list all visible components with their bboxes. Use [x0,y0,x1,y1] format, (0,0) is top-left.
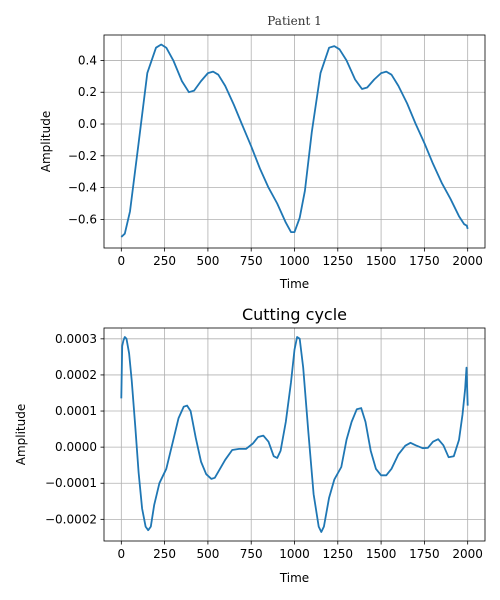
chart-title: Cutting cycle [242,305,347,324]
y-axis-label: Amplitude [14,404,28,466]
x-tick-label: 1750 [409,254,440,268]
chart-patient-1: 0 250 500 750 1000 1250 1500 1750 2000 −0.6 −0.4 −0… [39,14,486,291]
ticks: 0 250 500 750 1000 1250 1500 1750 2000 −0.0002 −0.… [45,332,483,561]
y-tick-label: −0.0002 [45,512,97,526]
x-tick-label: 750 [240,547,263,561]
series [120,336,469,533]
x-tick-label: 750 [240,254,263,268]
y-tick-label: 0.0000 [55,440,97,454]
x-tick-label: 1750 [409,547,440,561]
x-tick-label: 250 [153,254,176,268]
x-axis-label: Time [279,277,309,291]
y-tick-label: 0.4 [78,53,97,67]
y-axis-label: Amplitude [39,111,53,173]
x-tick-label: 1250 [323,547,354,561]
y-tick-label: −0.0001 [45,476,97,490]
x-tick-label: 2000 [452,547,483,561]
x-tick-label: 500 [196,547,219,561]
x-tick-label: 1000 [279,254,310,268]
y-tick-label: −0.6 [68,212,97,226]
x-tick-label: 0 [117,547,125,561]
x-tick-label: 1000 [279,547,310,561]
grid [104,35,485,248]
y-tick-label: 0.0001 [55,404,97,418]
y-tick-label: −0.2 [68,149,97,163]
x-tick-label: 0 [117,254,125,268]
series-line [120,43,469,238]
y-tick-label: −0.4 [68,181,97,195]
ticks: 0 250 500 750 1000 1250 1500 1750 2000 −0.6 −0.4 −0… [68,53,483,268]
x-tick-label: 1500 [366,547,397,561]
x-tick-label: 2000 [452,254,483,268]
series [120,43,469,238]
chart-title: Patient 1 [267,14,321,28]
x-tick-label: 1250 [323,254,354,268]
y-tick-label: 0.0002 [55,368,97,382]
x-tick-label: 500 [196,254,219,268]
x-tick-label: 1500 [366,254,397,268]
series-line [120,336,469,533]
x-tick-label: 250 [153,547,176,561]
y-tick-label: 0.0003 [55,332,97,346]
y-tick-label: 0.2 [78,85,97,99]
chart-cutting-cycle: 0 250 500 750 1000 1250 1500 1750 2000 −0.0002 −0.… [14,305,486,585]
y-tick-label: 0.0 [78,117,97,131]
x-axis-label: Time [279,571,309,585]
